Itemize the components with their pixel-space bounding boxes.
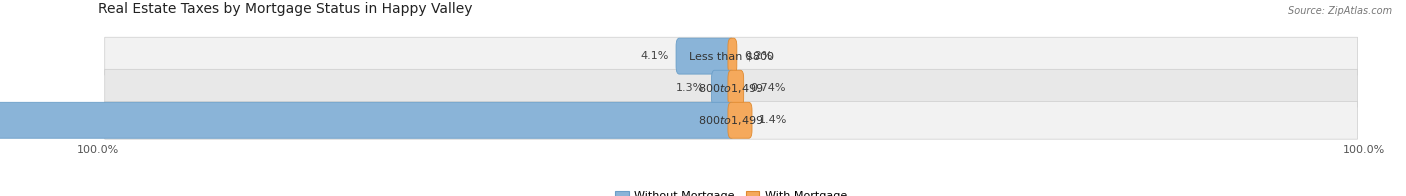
Text: 4.1%: 4.1% (641, 51, 669, 61)
Text: Less than $800: Less than $800 (689, 51, 773, 61)
FancyBboxPatch shape (105, 69, 1358, 107)
Legend: Without Mortgage, With Mortgage: Without Mortgage, With Mortgage (616, 191, 846, 196)
FancyBboxPatch shape (105, 101, 1358, 139)
FancyBboxPatch shape (676, 38, 734, 74)
FancyBboxPatch shape (728, 70, 744, 106)
Text: 1.3%: 1.3% (676, 83, 704, 93)
FancyBboxPatch shape (728, 38, 737, 74)
Text: 1.4%: 1.4% (759, 115, 787, 125)
Text: Source: ZipAtlas.com: Source: ZipAtlas.com (1288, 6, 1392, 16)
FancyBboxPatch shape (0, 102, 734, 138)
Text: $800 to $1,499: $800 to $1,499 (699, 82, 763, 95)
Text: 0.74%: 0.74% (751, 83, 786, 93)
Text: Real Estate Taxes by Mortgage Status in Happy Valley: Real Estate Taxes by Mortgage Status in … (98, 2, 472, 16)
FancyBboxPatch shape (728, 102, 752, 138)
Text: 0.2%: 0.2% (744, 51, 772, 61)
FancyBboxPatch shape (105, 37, 1358, 75)
FancyBboxPatch shape (711, 70, 734, 106)
Text: $800 to $1,499: $800 to $1,499 (699, 114, 763, 127)
